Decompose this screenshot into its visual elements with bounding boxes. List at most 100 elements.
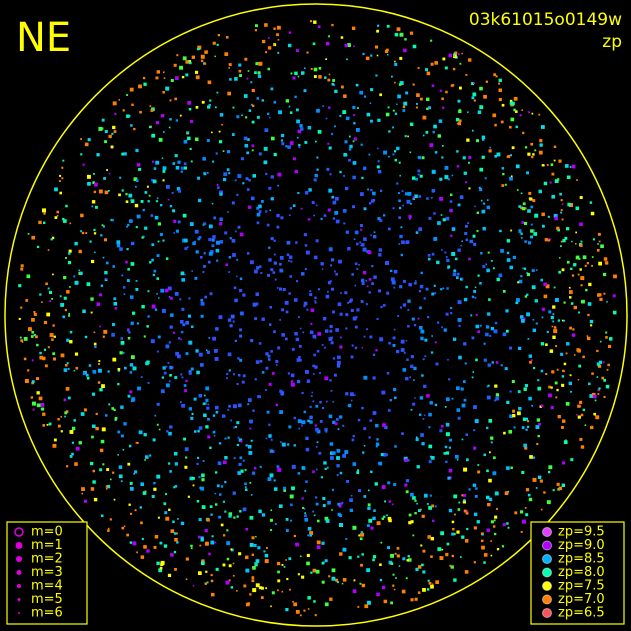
star-dot: [450, 193, 453, 196]
star-dot: [66, 290, 70, 294]
star-dot: [251, 576, 255, 579]
star-dot: [271, 136, 275, 141]
star-dot: [212, 430, 216, 434]
star-dot: [545, 343, 548, 346]
star-dot: [480, 199, 483, 202]
star-dot: [215, 152, 218, 155]
star-dot: [359, 224, 363, 227]
star-dot: [111, 219, 114, 222]
star-dot: [518, 407, 522, 411]
star-dot: [347, 247, 351, 251]
star-dot: [596, 376, 599, 378]
star-dot: [331, 576, 336, 581]
star-dot: [593, 412, 596, 416]
star-dot: [284, 300, 289, 305]
star-dot: [460, 387, 464, 391]
star-dot: [413, 379, 415, 381]
star-dot: [62, 315, 66, 319]
star-dot: [104, 130, 108, 133]
star-dot: [276, 589, 279, 592]
star-dot: [236, 258, 239, 261]
star-dot: [215, 503, 218, 506]
star-dot: [106, 484, 111, 489]
star-dot: [202, 402, 206, 405]
star-dot: [453, 269, 457, 273]
star-dot: [366, 328, 368, 331]
star-dot: [532, 456, 536, 459]
star-dot: [325, 58, 327, 60]
star-dot: [506, 239, 511, 243]
star-dot: [329, 324, 333, 329]
star-dot: [532, 318, 535, 321]
star-dot: [298, 356, 301, 359]
star-dot: [535, 425, 540, 429]
star-dot: [178, 337, 181, 340]
star-dot: [185, 578, 188, 580]
star-dot: [570, 458, 574, 462]
star-dot: [232, 253, 236, 257]
star-dot: [36, 391, 40, 395]
star-dot: [201, 478, 205, 482]
star-dot: [409, 151, 412, 154]
star-dot: [209, 99, 212, 102]
star-dot: [530, 142, 534, 146]
star-dot: [399, 81, 404, 86]
star-dot: [269, 209, 271, 212]
star-dot: [294, 169, 298, 174]
star-dot: [585, 288, 588, 292]
star-dot: [269, 449, 274, 453]
star-dot: [231, 239, 236, 243]
star-dot: [502, 523, 506, 527]
star-dot: [209, 446, 212, 449]
star-dot: [184, 447, 189, 452]
magnitude-legend: m=0m=1m=2m=3m=4m=5m=6: [14, 525, 63, 621]
star-dot: [387, 409, 391, 412]
star-dot: [276, 225, 280, 229]
star-dot: [363, 207, 367, 211]
star-dot: [243, 94, 248, 98]
star-dot: [453, 337, 457, 341]
star-dot: [468, 187, 471, 190]
star-dot: [393, 286, 396, 289]
star-dot: [579, 244, 583, 247]
star-dot: [345, 154, 348, 157]
star-dot: [372, 555, 377, 559]
star-dot: [360, 531, 363, 534]
star-dot: [506, 466, 510, 470]
star-dot: [376, 317, 379, 320]
star-dot: [102, 256, 105, 259]
star-dot: [356, 242, 359, 246]
star-dot: [175, 351, 179, 356]
star-dot: [350, 309, 354, 312]
star-dot: [167, 573, 172, 577]
star-dot: [169, 205, 173, 208]
star-dot: [163, 371, 167, 375]
zp-label: zp=7.0: [558, 592, 605, 607]
star-dot: [394, 552, 397, 555]
star-dot: [363, 237, 367, 241]
star-dot: [252, 566, 256, 570]
star-dot: [360, 192, 364, 196]
star-dot: [561, 203, 564, 205]
star-dot: [578, 364, 582, 368]
star-dot: [290, 519, 292, 522]
star-dot: [279, 504, 283, 508]
star-dot: [216, 183, 219, 186]
star-dot: [277, 570, 280, 574]
star-dot: [529, 360, 532, 364]
star-dot: [30, 335, 34, 338]
star-dot: [292, 204, 296, 207]
star-dot: [339, 336, 342, 339]
star-dot: [521, 426, 525, 429]
star-dot: [401, 240, 405, 245]
star-dot: [364, 604, 369, 609]
star-dot: [486, 395, 491, 400]
star-dot: [135, 226, 138, 229]
star-dot: [515, 301, 519, 305]
star-dot: [495, 361, 499, 364]
star-dot: [339, 415, 343, 419]
star-dot: [457, 300, 462, 305]
star-dot: [339, 312, 343, 316]
star-dot: [93, 497, 98, 502]
star-dot: [276, 213, 280, 218]
